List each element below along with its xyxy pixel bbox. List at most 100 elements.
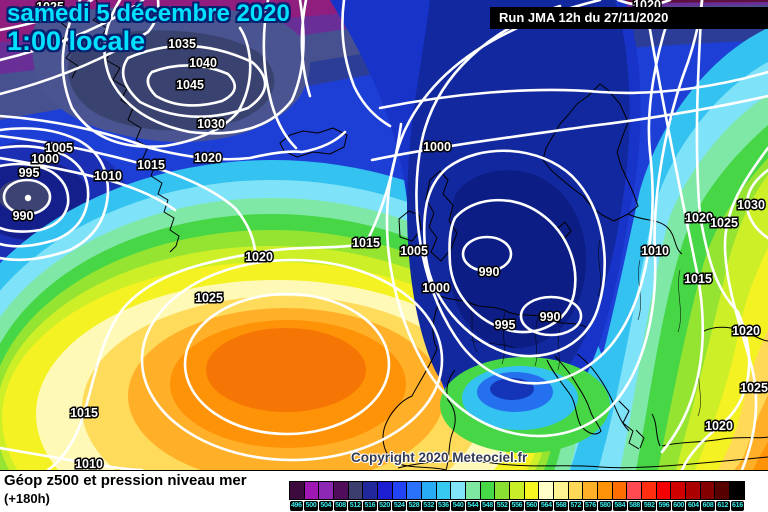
scale-value: 576 <box>583 501 598 511</box>
scale-swatch <box>334 482 349 499</box>
scale-value: 544 <box>465 501 480 511</box>
pressure-label: 1030 <box>197 117 225 131</box>
scale-swatch <box>436 482 452 499</box>
scale-value: 596 <box>657 501 671 511</box>
pressure-label: 1035 <box>168 37 196 51</box>
scale-value: 560 <box>524 501 539 511</box>
pressure-label: 1025 <box>740 381 768 395</box>
pressure-label: 1025 <box>195 291 223 305</box>
scale-value: 520 <box>377 501 392 511</box>
scale-swatch <box>392 482 408 499</box>
scale-value: 608 <box>701 501 715 511</box>
pressure-label: 1010 <box>75 457 103 470</box>
scale-value: 588 <box>627 501 642 511</box>
pressure-label: 1025 <box>36 0 64 14</box>
scale-value: 552 <box>495 501 510 511</box>
scale-swatch <box>539 482 555 499</box>
weather-map: 1025 1035 1040 1045 1030 1020 1015 1010 1005 1000… <box>0 0 768 470</box>
pressure-label: 1020 <box>245 250 273 264</box>
scale-swatch <box>363 482 379 499</box>
scale-value: 616 <box>730 501 745 511</box>
scale-value: 592 <box>642 501 657 511</box>
model-run-box: Run JMA 12h du 27/11/2020 <box>490 7 768 29</box>
scale-value: 496 <box>289 501 304 511</box>
scale-value: 540 <box>451 501 465 511</box>
scale-swatch <box>378 482 393 499</box>
pressure-label: 1020 <box>732 324 760 338</box>
map-title: Géop z500 et pression niveau mer <box>4 472 247 489</box>
pressure-label: 1015 <box>137 158 165 172</box>
scale-value: 512 <box>348 501 363 511</box>
legend-bar: Géop z500 et pression niveau mer (+180h)… <box>0 470 768 512</box>
scale-swatch <box>304 482 320 499</box>
pressure-label: 1000 <box>423 140 451 154</box>
scale-value: 532 <box>421 501 436 511</box>
pressure-label: 1015 <box>70 406 98 420</box>
scale-value: 584 <box>612 501 627 511</box>
pressure-labels: 1025103510401045103010201015101010051000… <box>11 0 768 470</box>
pressure-label: 1030 <box>737 198 765 212</box>
scale-swatch <box>407 482 423 499</box>
scale-swatch <box>568 482 584 499</box>
scale-swatch <box>510 482 525 499</box>
scale-swatch <box>598 482 613 499</box>
scale-value: 508 <box>333 501 348 511</box>
scale-swatch <box>656 482 672 499</box>
color-scale <box>289 481 745 500</box>
scale-swatch <box>495 482 511 499</box>
scale-value: 568 <box>554 501 568 511</box>
pressure-label: 1005 <box>400 244 428 258</box>
scale-swatch <box>612 482 628 499</box>
pressure-label: 990 <box>540 310 561 324</box>
scale-swatch <box>422 482 437 499</box>
pressure-label: 1010 <box>641 244 669 258</box>
pressure-label: 1025 <box>710 216 738 230</box>
scale-value: 580 <box>598 501 612 511</box>
scale-swatch <box>627 482 643 499</box>
scale-swatch <box>348 482 364 499</box>
scale-swatch <box>466 482 481 499</box>
model-run-text: Run JMA 12h du 27/11/2020 <box>499 10 669 25</box>
scale-swatch <box>730 482 744 499</box>
pressure-label: 995 <box>19 166 40 180</box>
pressure-label: 995 <box>495 318 516 332</box>
scale-swatch <box>642 482 657 499</box>
color-scale-values: 496 500 504 508 512 516 520 524 528 532 536 540 544 5… <box>289 501 745 511</box>
scale-swatch <box>319 482 335 499</box>
pressure-label: 1015 <box>684 272 712 286</box>
pressure-label: 1045 <box>176 78 204 92</box>
scale-swatch <box>700 482 716 499</box>
scale-value: 612 <box>715 501 730 511</box>
scale-swatch <box>451 482 467 499</box>
scale-swatch <box>686 482 701 499</box>
scale-swatch <box>583 482 599 499</box>
scale-value: 524 <box>392 501 407 511</box>
scale-value: 600 <box>671 501 686 511</box>
pressure-label: 990 <box>13 209 34 223</box>
scale-value: 572 <box>568 501 583 511</box>
scale-value: 516 <box>363 501 377 511</box>
pressure-label: 1000 <box>31 152 59 166</box>
pressure-label: 1040 <box>189 56 217 70</box>
scale-swatch <box>715 482 731 499</box>
scale-swatch <box>671 482 687 499</box>
isobars <box>0 0 768 470</box>
forecast-lead-time: (+180h) <box>4 491 50 506</box>
scale-value: 604 <box>686 501 701 511</box>
scale-swatch <box>480 482 496 499</box>
scale-swatch <box>290 482 305 499</box>
scale-value: 536 <box>436 501 451 511</box>
scale-value: 564 <box>539 501 554 511</box>
scale-value: 504 <box>318 501 333 511</box>
scale-value: 500 <box>304 501 318 511</box>
pressure-label: 1005 <box>45 141 73 155</box>
copyright-text: Copyright 2020 Meteociel.fr <box>351 450 528 465</box>
pressure-label: 990 <box>479 265 500 279</box>
pressure-label: 1020 <box>705 419 733 433</box>
scale-value: 548 <box>480 501 495 511</box>
pressure-label: 1020 <box>194 151 222 165</box>
scale-value: 528 <box>407 501 421 511</box>
scale-swatch <box>524 482 540 499</box>
pressure-label: 1020 <box>685 211 713 225</box>
